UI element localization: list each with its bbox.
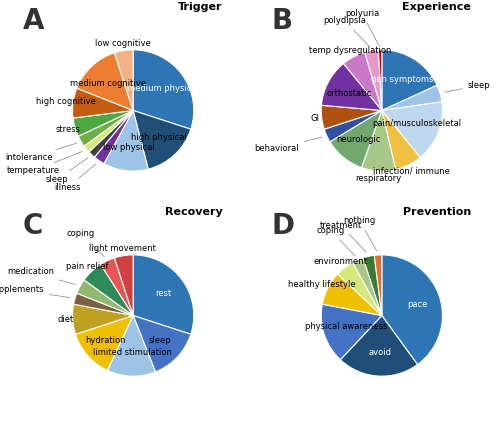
Wedge shape xyxy=(321,105,382,129)
Text: Prevention: Prevention xyxy=(403,207,471,217)
Wedge shape xyxy=(322,63,382,110)
Text: environment: environment xyxy=(314,257,368,267)
Text: pain relief: pain relief xyxy=(66,262,108,271)
Wedge shape xyxy=(382,255,442,365)
Wedge shape xyxy=(100,258,133,316)
Text: behavioral: behavioral xyxy=(254,137,322,153)
Text: low physical: low physical xyxy=(102,143,154,152)
Text: limited stimulation: limited stimulation xyxy=(92,348,172,357)
Text: diet: diet xyxy=(58,315,74,324)
Text: low cognitive: low cognitive xyxy=(94,39,150,48)
Text: C: C xyxy=(22,212,43,240)
Wedge shape xyxy=(322,274,382,316)
Wedge shape xyxy=(77,53,133,110)
Wedge shape xyxy=(94,110,133,164)
Text: hydration: hydration xyxy=(85,336,126,345)
Wedge shape xyxy=(74,293,133,316)
Text: rest: rest xyxy=(155,289,172,298)
Wedge shape xyxy=(108,316,156,376)
Wedge shape xyxy=(84,265,133,316)
Wedge shape xyxy=(362,110,396,171)
Wedge shape xyxy=(324,110,382,142)
Wedge shape xyxy=(72,88,133,118)
Text: illness: illness xyxy=(54,164,96,192)
Wedge shape xyxy=(382,102,442,157)
Text: respiratory: respiratory xyxy=(355,174,401,183)
Wedge shape xyxy=(76,316,133,370)
Text: Recovery: Recovery xyxy=(164,207,222,217)
Text: pace: pace xyxy=(407,299,428,308)
Text: polydipsia: polydipsia xyxy=(324,16,370,46)
Text: medium cognitive: medium cognitive xyxy=(70,79,146,88)
Text: Experience: Experience xyxy=(402,2,471,12)
Wedge shape xyxy=(114,255,133,316)
Wedge shape xyxy=(133,50,194,129)
Wedge shape xyxy=(77,280,133,316)
Text: avoid: avoid xyxy=(368,348,391,357)
Text: coping: coping xyxy=(317,226,355,256)
Wedge shape xyxy=(104,110,148,171)
Wedge shape xyxy=(338,262,382,316)
Wedge shape xyxy=(365,50,382,110)
Text: temp dysregulation: temp dysregulation xyxy=(309,46,392,55)
Text: gen symptoms: gen symptoms xyxy=(370,75,433,84)
Text: sleep: sleep xyxy=(149,337,172,345)
Text: sleep: sleep xyxy=(445,81,490,92)
Text: treatment: treatment xyxy=(320,221,366,252)
Text: neurologic: neurologic xyxy=(336,135,380,144)
Text: stress: stress xyxy=(56,125,80,134)
Text: B: B xyxy=(272,7,292,35)
Wedge shape xyxy=(321,304,382,360)
Wedge shape xyxy=(344,52,382,110)
Wedge shape xyxy=(352,258,382,316)
Text: medication: medication xyxy=(7,268,75,285)
Text: sleep: sleep xyxy=(46,158,88,184)
Wedge shape xyxy=(340,316,417,376)
Wedge shape xyxy=(382,85,442,110)
Text: orthostatic: orthostatic xyxy=(326,89,372,98)
Text: pain/musculoskeletal: pain/musculoskeletal xyxy=(372,119,461,128)
Wedge shape xyxy=(133,110,191,169)
Text: physical awareness: physical awareness xyxy=(306,322,388,331)
Text: light movement: light movement xyxy=(89,244,156,253)
Wedge shape xyxy=(378,50,382,110)
Wedge shape xyxy=(330,110,382,167)
Text: GI: GI xyxy=(310,114,319,123)
Text: healthy lifestyle: healthy lifestyle xyxy=(288,280,356,289)
Text: temperature: temperature xyxy=(7,152,82,176)
Text: A: A xyxy=(22,7,44,35)
Wedge shape xyxy=(73,110,133,136)
Text: Trigger: Trigger xyxy=(178,2,222,12)
Text: nothing: nothing xyxy=(344,216,376,250)
Wedge shape xyxy=(363,255,382,316)
Text: medium physical: medium physical xyxy=(127,84,199,93)
Wedge shape xyxy=(84,110,133,152)
Text: coping: coping xyxy=(66,229,104,257)
Wedge shape xyxy=(114,50,133,110)
Wedge shape xyxy=(89,110,133,157)
Text: high physical: high physical xyxy=(130,133,186,142)
Wedge shape xyxy=(133,316,191,372)
Wedge shape xyxy=(72,304,133,334)
Wedge shape xyxy=(374,255,382,316)
Text: polyuria: polyuria xyxy=(345,9,379,45)
Wedge shape xyxy=(78,110,133,146)
Wedge shape xyxy=(133,255,194,334)
Text: supplements: supplements xyxy=(0,285,70,298)
Text: high cognitive: high cognitive xyxy=(36,98,96,106)
Text: D: D xyxy=(272,212,294,240)
Wedge shape xyxy=(382,50,437,110)
Text: infection/ immune: infection/ immune xyxy=(374,167,450,176)
Text: intolerance: intolerance xyxy=(6,143,76,162)
Wedge shape xyxy=(382,110,420,170)
